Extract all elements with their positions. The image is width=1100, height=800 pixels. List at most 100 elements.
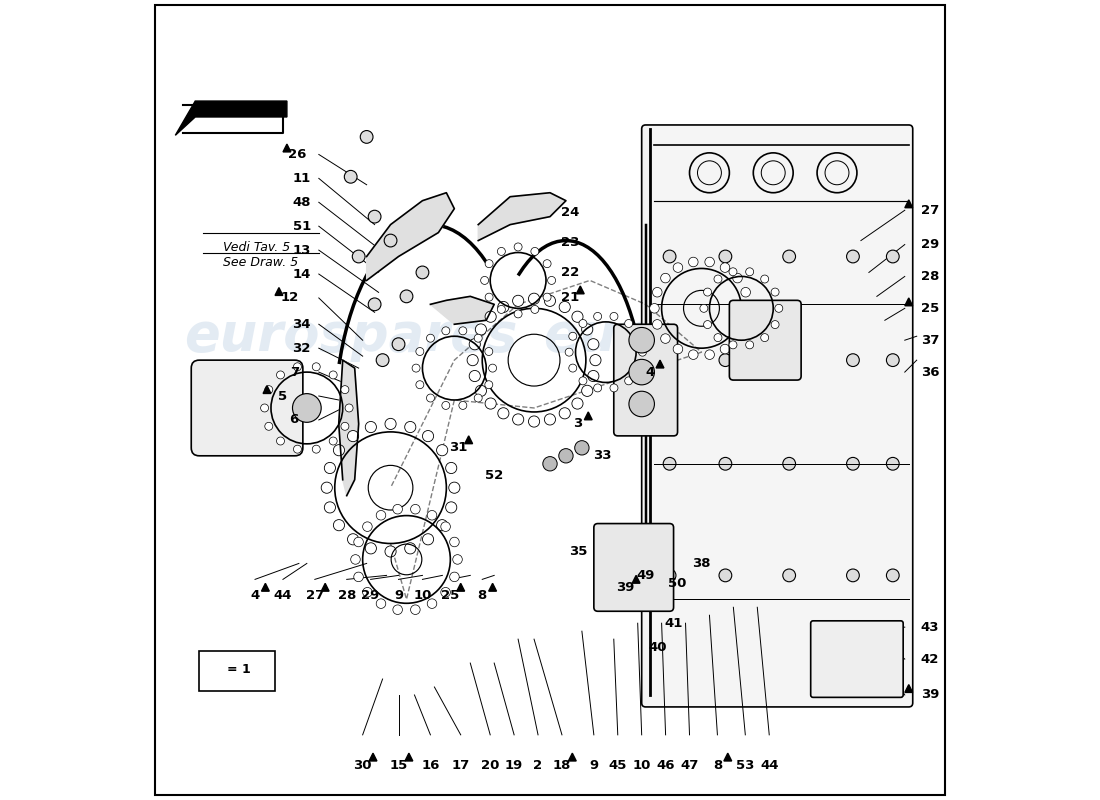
Polygon shape	[905, 685, 913, 693]
Circle shape	[514, 310, 522, 318]
Circle shape	[542, 457, 558, 471]
Polygon shape	[262, 583, 270, 591]
Circle shape	[361, 130, 373, 143]
Circle shape	[513, 295, 524, 306]
Circle shape	[333, 520, 344, 530]
Circle shape	[384, 234, 397, 247]
Text: 39: 39	[921, 689, 939, 702]
Circle shape	[673, 263, 683, 272]
Text: 29: 29	[362, 589, 380, 602]
Text: 38: 38	[692, 557, 711, 570]
Circle shape	[565, 348, 573, 356]
Text: 15: 15	[389, 758, 408, 772]
Text: 10: 10	[632, 758, 651, 772]
Circle shape	[497, 306, 505, 314]
Polygon shape	[465, 436, 473, 444]
Text: 24: 24	[561, 206, 579, 219]
Circle shape	[572, 311, 583, 322]
Circle shape	[446, 502, 456, 513]
Text: 11: 11	[293, 172, 311, 185]
Circle shape	[559, 408, 570, 419]
Text: 17: 17	[452, 758, 470, 772]
Polygon shape	[366, 193, 454, 281]
Circle shape	[572, 398, 583, 409]
Polygon shape	[488, 583, 496, 591]
Circle shape	[719, 250, 732, 263]
Text: 28: 28	[338, 589, 356, 602]
Circle shape	[783, 250, 795, 263]
Circle shape	[293, 394, 321, 422]
Text: 25: 25	[921, 302, 939, 315]
Circle shape	[714, 334, 722, 342]
Text: 49: 49	[637, 569, 654, 582]
Text: 30: 30	[353, 758, 372, 772]
Circle shape	[704, 288, 712, 296]
Circle shape	[720, 344, 729, 354]
Circle shape	[405, 422, 416, 433]
Circle shape	[365, 542, 376, 554]
Circle shape	[498, 302, 509, 313]
Polygon shape	[584, 412, 592, 420]
Circle shape	[582, 386, 593, 397]
Circle shape	[569, 364, 576, 372]
Circle shape	[847, 458, 859, 470]
Circle shape	[705, 258, 714, 266]
Polygon shape	[569, 753, 576, 761]
Circle shape	[663, 569, 676, 582]
Circle shape	[544, 295, 556, 306]
FancyBboxPatch shape	[199, 651, 275, 691]
Circle shape	[348, 534, 359, 545]
Text: 22: 22	[561, 266, 579, 279]
Text: 44: 44	[274, 589, 293, 602]
Text: 8: 8	[477, 589, 487, 602]
Text: 27: 27	[921, 204, 939, 217]
Circle shape	[783, 569, 795, 582]
Circle shape	[887, 250, 899, 263]
Text: 48: 48	[293, 196, 311, 209]
Circle shape	[416, 381, 424, 389]
Polygon shape	[263, 386, 271, 394]
Circle shape	[437, 520, 448, 530]
Polygon shape	[905, 298, 913, 306]
Circle shape	[345, 404, 353, 412]
Circle shape	[488, 364, 496, 372]
Circle shape	[368, 210, 381, 223]
Circle shape	[569, 332, 576, 340]
Circle shape	[498, 408, 509, 419]
Text: 37: 37	[921, 334, 939, 346]
Circle shape	[485, 311, 496, 322]
Circle shape	[635, 364, 642, 372]
Circle shape	[761, 275, 769, 283]
Text: 27: 27	[306, 589, 323, 602]
Circle shape	[887, 354, 899, 366]
Circle shape	[294, 362, 301, 370]
Text: 3: 3	[573, 418, 583, 430]
Circle shape	[514, 243, 522, 251]
Text: 45: 45	[608, 758, 627, 772]
Text: 23: 23	[561, 236, 579, 249]
Text: 42: 42	[921, 653, 939, 666]
Circle shape	[481, 277, 488, 285]
Circle shape	[427, 599, 437, 609]
Circle shape	[629, 327, 654, 353]
FancyBboxPatch shape	[811, 621, 903, 698]
Circle shape	[663, 458, 676, 470]
Text: 52: 52	[485, 470, 504, 482]
Text: = 1: = 1	[227, 663, 251, 676]
Circle shape	[887, 569, 899, 582]
FancyBboxPatch shape	[614, 324, 678, 436]
Circle shape	[365, 422, 376, 433]
Circle shape	[422, 534, 433, 545]
Circle shape	[453, 554, 462, 564]
Text: 5: 5	[278, 390, 287, 402]
Text: 33: 33	[593, 450, 612, 462]
Text: 18: 18	[553, 758, 571, 772]
Circle shape	[450, 572, 459, 582]
Circle shape	[744, 303, 754, 313]
Circle shape	[559, 449, 573, 463]
Circle shape	[441, 522, 450, 531]
Circle shape	[574, 441, 590, 455]
Circle shape	[321, 482, 332, 494]
Circle shape	[368, 298, 381, 310]
Circle shape	[544, 414, 556, 425]
